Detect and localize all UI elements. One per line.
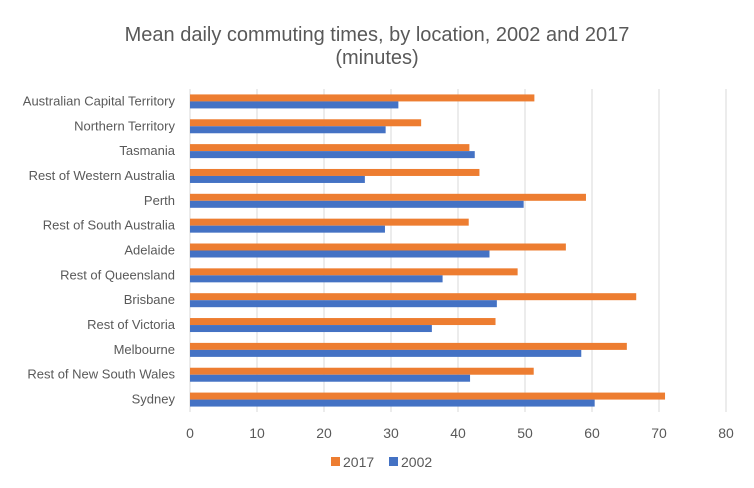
category-label: Australian Capital Territory: [23, 93, 176, 108]
legend-label: 2002: [401, 454, 432, 470]
bar-2017: [190, 119, 422, 127]
legend-swatch-2002: [389, 457, 398, 466]
bar-2002: [190, 225, 385, 233]
chart-title: Mean daily commuting times, by location,…: [124, 24, 630, 46]
category-label: Rest of New South Wales: [27, 367, 175, 382]
bar-2002: [190, 101, 399, 109]
category-label: Rest of South Australia: [43, 218, 176, 233]
bar-2017: [190, 367, 534, 375]
bar-2017: [190, 144, 470, 152]
bar-2017: [190, 94, 535, 102]
bar-2002: [190, 250, 490, 258]
x-tick-label: 0: [186, 425, 194, 441]
x-tick-label: 10: [249, 425, 265, 441]
category-label: Perth: [144, 193, 175, 208]
bar-2002: [190, 275, 443, 283]
x-tick-label: 50: [517, 425, 533, 441]
bar-2017: [190, 168, 480, 176]
category-label: Sydney: [132, 392, 176, 407]
bar-2017: [190, 392, 666, 400]
bar-2017: [190, 268, 518, 276]
bar-2002: [190, 399, 595, 407]
bar-2002: [190, 126, 386, 134]
bar-2017: [190, 218, 469, 226]
category-label: Rest of Queensland: [60, 267, 175, 282]
category-label: Adelaide: [124, 243, 175, 258]
x-tick-label: 80: [718, 425, 734, 441]
x-tick-label: 40: [450, 425, 466, 441]
bar-2017: [190, 293, 637, 301]
category-label: Northern Territory: [74, 118, 175, 133]
category-label: Brisbane: [124, 292, 175, 307]
legend-swatch-2017: [331, 457, 340, 466]
x-tick-label: 30: [383, 425, 399, 441]
bar-2017: [190, 193, 586, 201]
bar-2002: [190, 374, 471, 382]
bar-2002: [190, 175, 365, 183]
bar-2017: [190, 342, 627, 350]
category-label: Rest of Western Australia: [29, 168, 176, 183]
bar-2002: [190, 349, 582, 357]
bar-2002: [190, 300, 497, 308]
x-tick-label: 70: [651, 425, 667, 441]
category-label: Melbourne: [114, 342, 175, 357]
bar-2017: [190, 243, 566, 251]
chart-subtitle: (minutes): [335, 47, 419, 69]
bar-2017: [190, 318, 496, 326]
x-tick-label: 60: [584, 425, 600, 441]
bar-2002: [190, 200, 524, 208]
legend-label: 2017: [343, 454, 374, 470]
x-tick-label: 20: [316, 425, 332, 441]
category-label: Rest of Victoria: [87, 317, 176, 332]
category-label: Tasmania: [119, 143, 175, 158]
bar-2002: [190, 325, 432, 333]
bar-2002: [190, 151, 475, 159]
